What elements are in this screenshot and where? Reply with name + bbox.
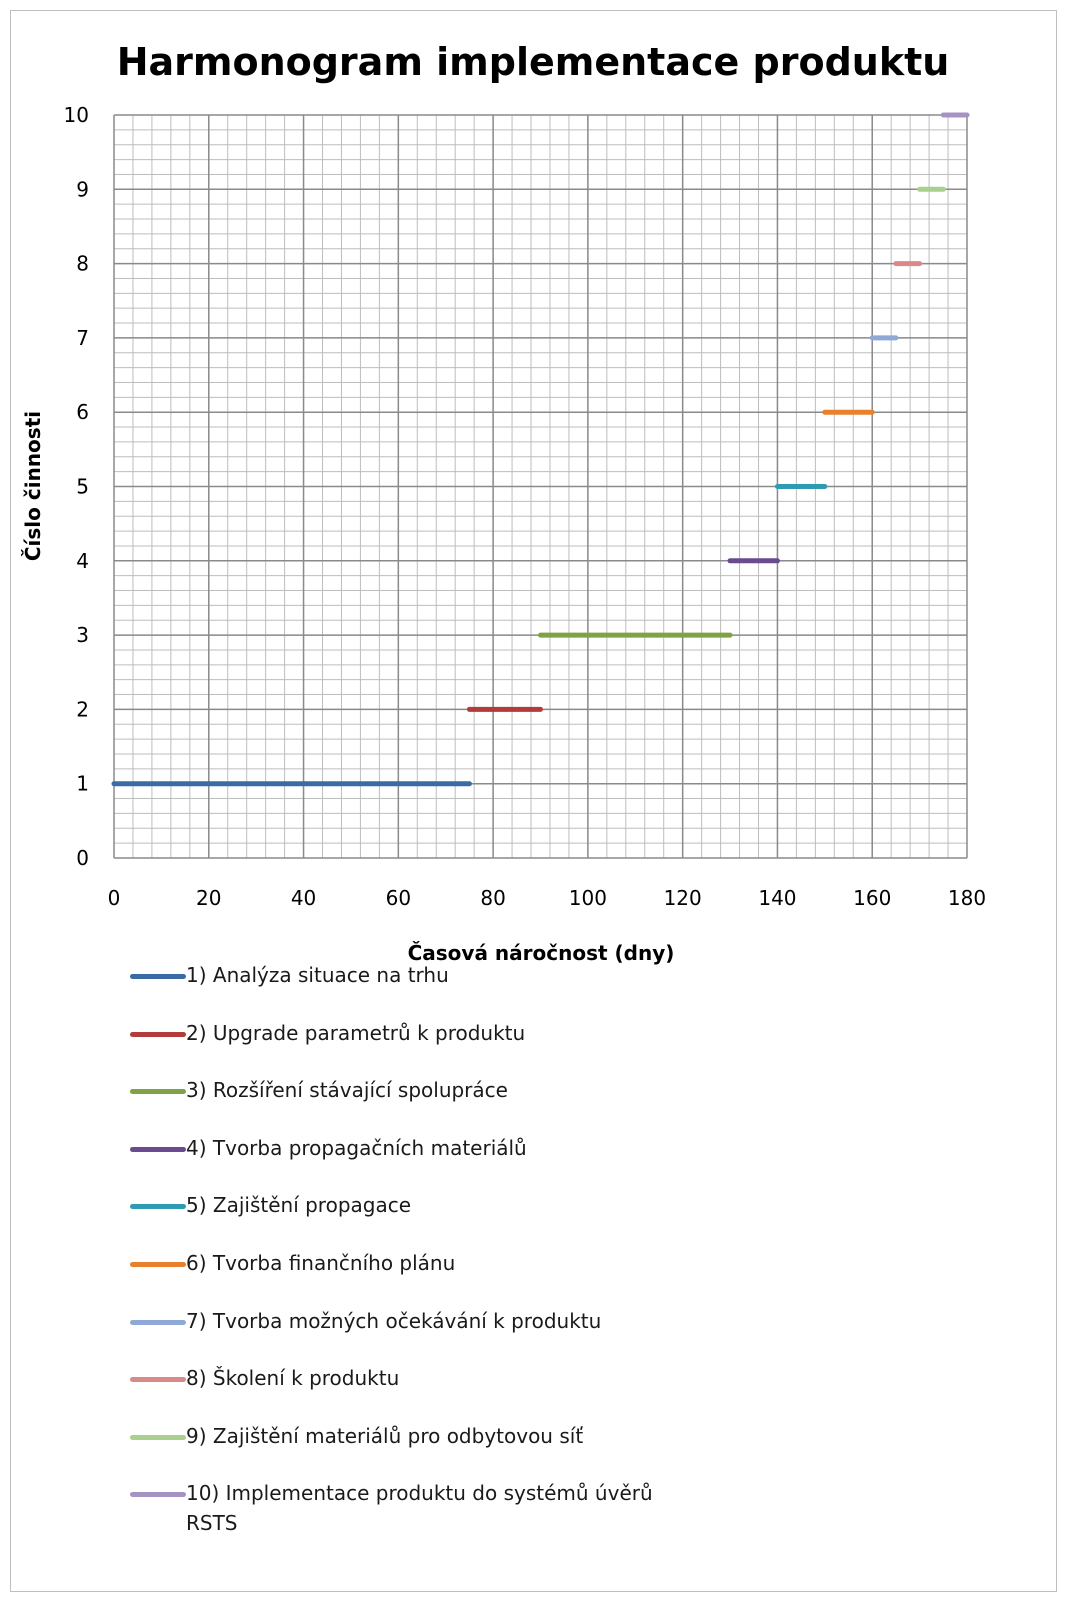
legend-label: 7) Tvorba možných očekávání k produktu [186,1308,602,1333]
legend-item-8: 8) Školení k produktu [130,1363,686,1393]
x-tick-label: 140 [758,886,796,910]
x-tick-label: 20 [196,886,221,910]
legend-item-6: 6) Tvorba finančního plánu [130,1248,686,1278]
x-tick-label: 60 [386,886,411,910]
y-axis-label: Číslo činnosti [21,411,45,561]
chart-title: Harmonogram implementace produktu [117,40,950,84]
legend-item-5: 5) Zajištění propagace [130,1190,686,1220]
x-tick-label: 40 [291,886,316,910]
y-tick-label: 2 [76,697,89,721]
legend-label: 6) Tvorba finančního plánu [186,1251,456,1275]
legend-item-1: 1) Analýza situace na trhu [130,960,686,990]
legend-label: 10) Implementace produktu do systémů úvě… [186,1481,653,1536]
legend-label: 1) Analýza situace na trhu [186,963,449,987]
y-tick-label: 10 [64,103,89,127]
grid [113,114,968,859]
y-tick-label: 6 [76,400,89,424]
legend-swatch [130,1319,186,1325]
legend-item-4: 4) Tvorba propagačních materiálů [130,1133,686,1163]
axis-ticks: 0 20 40 60 80 100 120 140 160 180 0 1 2 3 4 5 6 7 8 9 10 [64,103,987,910]
y-tick-label: 0 [76,846,89,870]
legend-item-10: 10) Implementace produktu do systémů úvě… [130,1478,681,1538]
x-tick-label: 0 [108,886,121,910]
legend-label: 3) Rozšíření stávající spolupráce [186,1078,508,1103]
legend-swatch [130,1089,186,1095]
legend-item-7: 7) Tvorba možných očekávání k produktu [130,1306,686,1336]
legend-swatch [130,1492,186,1498]
legend-item-3: 3) Rozšíření stávající spolupráce [130,1075,686,1105]
legend-swatch [130,1262,186,1267]
x-tick-label: 100 [569,886,607,910]
legend-item-9: 9) Zajištění materiálů pro odbytovou síť [130,1421,686,1451]
y-tick-label: 5 [76,475,89,499]
legend-label: 4) Tvorba propagačních materiálů [186,1135,527,1160]
x-tick-label: 160 [853,886,891,910]
x-tick-label: 80 [480,886,505,910]
legend-item-2: 2) Upgrade parametrů k produktu [130,1018,686,1048]
y-tick-label: 9 [76,177,89,201]
task-bars [111,112,970,787]
y-tick-label: 8 [76,252,89,276]
legend-label: 8) Školení k produktu [186,1366,400,1391]
legend-label: 9) Zajištění materiálů pro odbytovou síť [186,1423,584,1448]
x-axis-label: Časová náročnost (dny) [408,941,675,965]
y-tick-label: 4 [76,549,89,573]
legend-label: 5) Zajištění propagace [186,1193,412,1218]
y-tick-label: 1 [76,772,89,796]
y-tick-label: 7 [76,326,89,350]
chart-frame [10,10,1057,1592]
legend-swatch [130,1204,186,1210]
legend-swatch [130,1377,186,1383]
x-tick-label: 120 [664,886,702,910]
legend-swatch [130,1031,186,1037]
x-tick-label: 180 [948,886,986,910]
legend-swatch [130,974,186,979]
legend-swatch [130,1146,186,1152]
y-tick-label: 3 [76,623,89,647]
legend-label: 2) Upgrade parametrů k produktu [186,1020,526,1045]
legend-swatch [130,1434,186,1440]
